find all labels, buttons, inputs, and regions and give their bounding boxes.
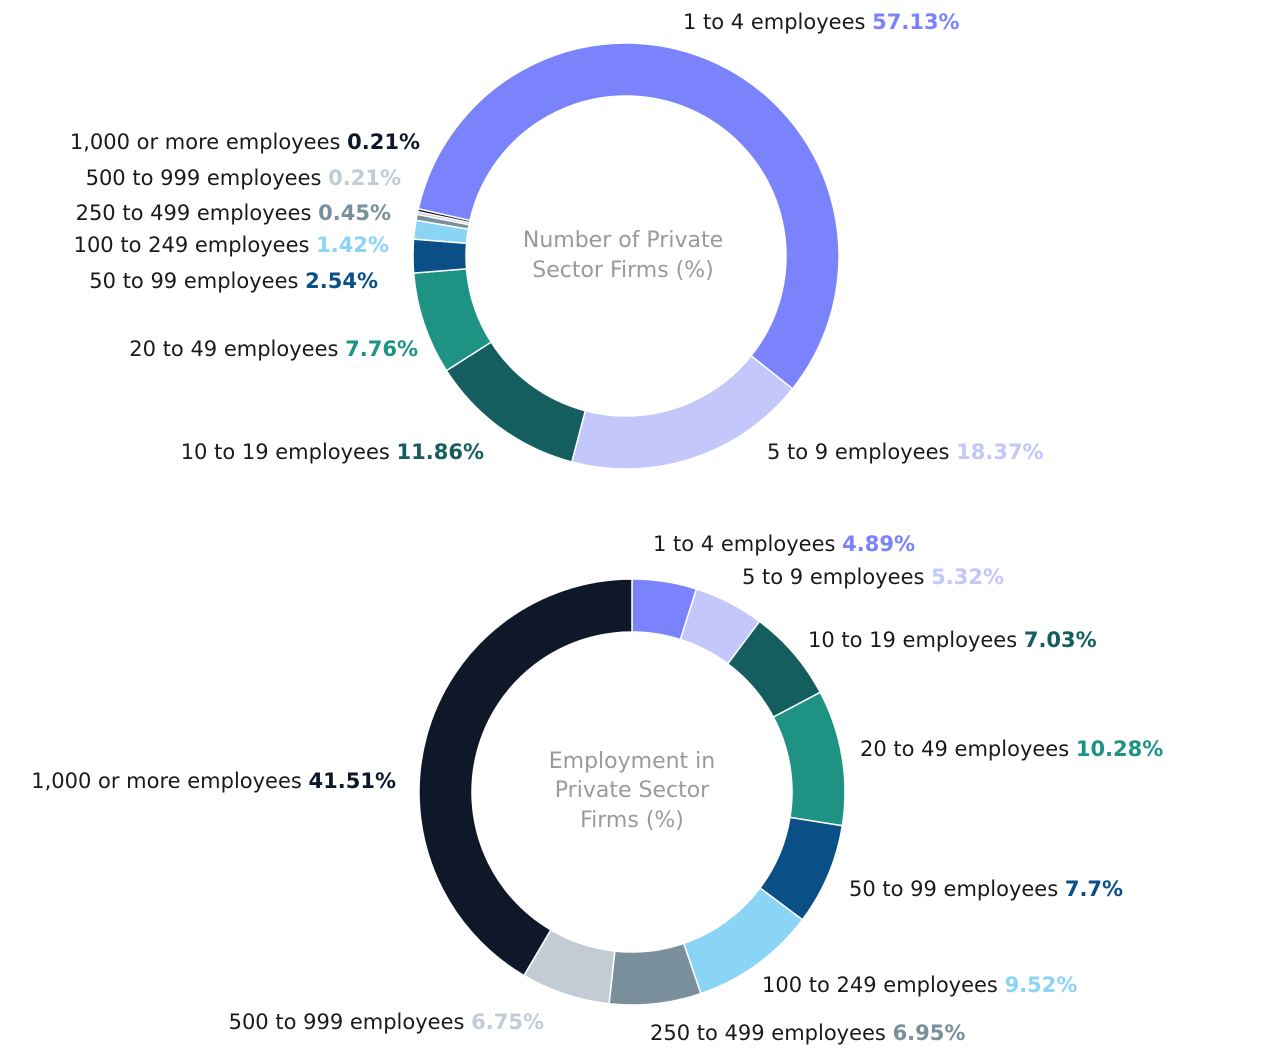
value-label: 57.13% — [872, 10, 959, 34]
category-name: 50 to 99 employees — [849, 877, 1058, 901]
donut-slice — [416, 207, 471, 224]
category-name: 10 to 19 employees — [181, 440, 390, 464]
value-label: 2.54% — [305, 269, 378, 293]
slice-label: 500 to 999 employees 0.21% — [86, 166, 401, 190]
slice-label: 5 to 9 employees 5.32% — [742, 565, 1004, 589]
donut-slice — [570, 354, 794, 470]
category-name: 1,000 or more employees — [31, 769, 302, 793]
category-name: 500 to 999 employees — [86, 166, 322, 190]
donut-slice — [608, 942, 702, 1006]
slice-label: 100 to 249 employees 9.52% — [762, 973, 1077, 997]
slice-label: 500 to 999 employees 6.75% — [229, 1010, 544, 1034]
category-name: 100 to 249 employees — [74, 233, 310, 257]
value-label: 4.89% — [842, 532, 915, 556]
value-label: 11.86% — [397, 440, 484, 464]
slice-label: 1,000 or more employees 0.21% — [70, 130, 420, 154]
value-label: 6.75% — [471, 1010, 544, 1034]
slice-label: 1 to 4 employees 4.89% — [653, 532, 915, 556]
category-name: 20 to 49 employees — [129, 337, 338, 361]
category-name: 5 to 9 employees — [742, 565, 924, 589]
slice-label: 20 to 49 employees 10.28% — [860, 737, 1163, 761]
center-label: Firms (%) — [580, 808, 684, 833]
value-label: 0.45% — [318, 201, 391, 225]
slice-label: 5 to 9 employees 18.37% — [767, 440, 1044, 464]
slice-label: 20 to 49 employees 7.76% — [129, 337, 418, 361]
center-label: Number of Private — [523, 228, 723, 253]
center-label: Employment in — [549, 749, 715, 774]
category-name: 100 to 249 employees — [762, 973, 998, 997]
slice-label: 250 to 499 employees 0.45% — [76, 201, 391, 225]
category-name: 1 to 4 employees — [683, 10, 865, 34]
value-label: 7.76% — [345, 337, 418, 361]
value-label: 10.28% — [1076, 737, 1163, 761]
category-name: 20 to 49 employees — [860, 737, 1069, 761]
value-label: 0.21% — [347, 130, 420, 154]
donut-slice — [418, 578, 633, 977]
value-label: 1.42% — [316, 233, 389, 257]
slice-label: 10 to 19 employees 7.03% — [808, 628, 1097, 652]
category-name: 10 to 19 employees — [808, 628, 1017, 652]
value-label: 6.95% — [893, 1021, 966, 1045]
slice-label: 50 to 99 employees 2.54% — [89, 269, 378, 293]
center-label: Private Sector — [555, 778, 710, 803]
value-label: 5.32% — [931, 565, 1004, 589]
slice-label: 50 to 99 employees 7.7% — [849, 877, 1123, 901]
donut-slice — [772, 691, 846, 827]
category-name: 1 to 4 employees — [653, 532, 835, 556]
center-label: Sector Firms (%) — [532, 258, 714, 283]
value-label: 7.7% — [1065, 877, 1123, 901]
value-label: 41.51% — [309, 769, 396, 793]
slice-label: 1,000 or more employees 41.51% — [31, 769, 396, 793]
slice-label: 100 to 249 employees 1.42% — [74, 233, 389, 257]
slice-label: 10 to 19 employees 11.86% — [181, 440, 484, 464]
value-label: 7.03% — [1024, 628, 1097, 652]
value-label: 18.37% — [956, 440, 1043, 464]
category-name: 1,000 or more employees — [70, 130, 341, 154]
donut-slice — [417, 42, 840, 390]
category-name: 250 to 499 employees — [650, 1021, 886, 1045]
category-name: 5 to 9 employees — [767, 440, 949, 464]
value-label: 9.52% — [1005, 973, 1078, 997]
value-label: 0.21% — [328, 166, 401, 190]
category-name: 250 to 499 employees — [76, 201, 312, 225]
slice-label: 1 to 4 employees 57.13% — [683, 10, 960, 34]
slice-label: 250 to 499 employees 6.95% — [650, 1021, 965, 1045]
donut-slice — [412, 238, 468, 274]
category-name: 50 to 99 employees — [89, 269, 298, 293]
category-name: 500 to 999 employees — [229, 1010, 465, 1034]
